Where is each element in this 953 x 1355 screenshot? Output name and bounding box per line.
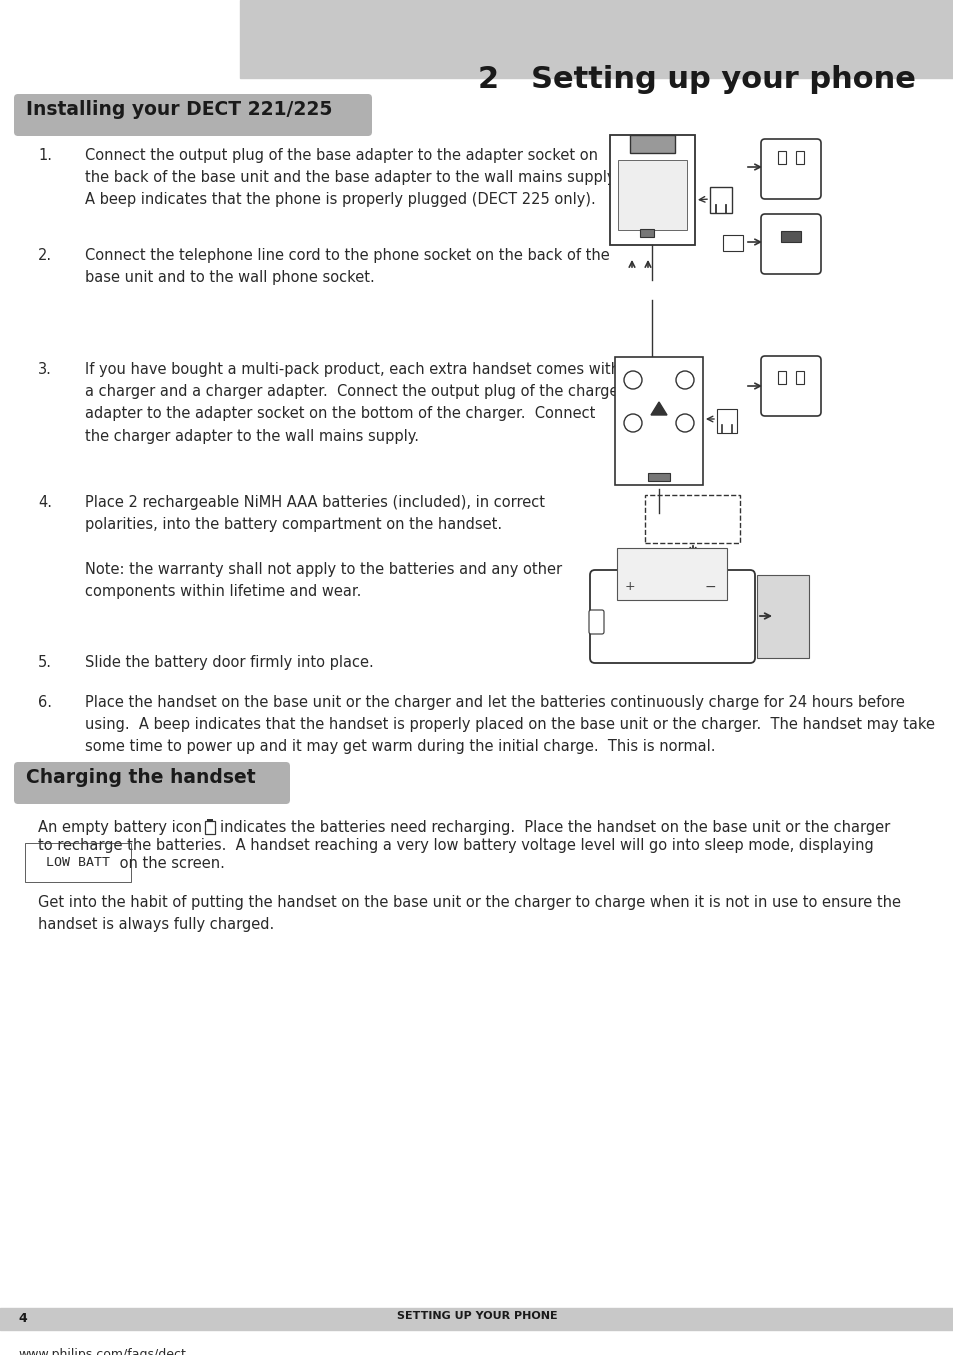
Bar (644, 495, 740, 543)
Bar (618, 160, 686, 230)
Bar (795, 150, 803, 164)
Text: 6.: 6. (38, 695, 52, 710)
Bar (240, 0, 953, 79)
Text: 2   Setting up your phone: 2 Setting up your phone (477, 65, 915, 93)
Bar (639, 229, 654, 237)
Bar (757, 575, 808, 659)
Bar (207, 818, 213, 821)
Text: +: + (624, 580, 635, 593)
FancyBboxPatch shape (760, 356, 821, 416)
Bar (781, 230, 801, 243)
Text: www.philips.com/faqs/dect: www.philips.com/faqs/dect (18, 1348, 186, 1355)
Text: 5.: 5. (38, 654, 52, 669)
FancyBboxPatch shape (14, 762, 290, 804)
Bar (709, 187, 731, 213)
Text: Connect the output plug of the base adapter to the adapter socket on
the back of: Connect the output plug of the base adap… (85, 148, 618, 207)
Text: Charging the handset: Charging the handset (26, 768, 255, 787)
Text: LOW BATT: LOW BATT (38, 856, 118, 869)
FancyBboxPatch shape (760, 140, 821, 199)
Text: 1.: 1. (38, 148, 52, 163)
Bar (717, 409, 737, 434)
Bar (0, 1308, 953, 1331)
Circle shape (623, 371, 641, 389)
Bar (778, 150, 785, 164)
Circle shape (676, 371, 693, 389)
Circle shape (676, 415, 693, 432)
Text: Slide the battery door firmly into place.: Slide the battery door firmly into place… (85, 654, 374, 669)
Text: An empty battery icon: An empty battery icon (38, 820, 202, 835)
Bar (205, 821, 214, 833)
Text: Place the handset on the base unit or the charger and let the batteries continuo: Place the handset on the base unit or th… (85, 695, 934, 755)
Text: If you have bought a multi-pack product, each extra handset comes with
a charger: If you have bought a multi-pack product,… (85, 362, 624, 443)
Text: 3.: 3. (38, 362, 51, 377)
Bar (778, 371, 785, 383)
Text: Installing your DECT 221/225: Installing your DECT 221/225 (26, 100, 332, 119)
Text: Get into the habit of putting the handset on the base unit or the charger to cha: Get into the habit of putting the handse… (38, 896, 900, 932)
Bar (617, 547, 726, 600)
Text: −: − (704, 580, 716, 593)
Text: 4: 4 (18, 1312, 27, 1325)
Text: Connect the telephone line cord to the phone socket on the back of the
base unit: Connect the telephone line cord to the p… (85, 248, 609, 285)
FancyBboxPatch shape (589, 570, 754, 663)
Bar (615, 356, 702, 485)
Text: SETTING UP YOUR PHONE: SETTING UP YOUR PHONE (396, 1312, 557, 1321)
Text: on the screen.: on the screen. (115, 856, 225, 871)
FancyBboxPatch shape (588, 610, 603, 634)
Text: indicates the batteries need recharging.  Place the handset on the base unit or : indicates the batteries need recharging.… (220, 820, 889, 835)
Bar (629, 136, 675, 153)
Text: 4.: 4. (38, 495, 52, 509)
Text: Place 2 rechargeable NiMH AAA batteries (included), in correct
polarities, into : Place 2 rechargeable NiMH AAA batteries … (85, 495, 561, 599)
Text: to recharge the batteries.  A handset reaching a very low battery voltage level : to recharge the batteries. A handset rea… (38, 837, 873, 854)
Text: 2.: 2. (38, 248, 52, 263)
FancyBboxPatch shape (760, 214, 821, 274)
Bar (722, 234, 742, 251)
Circle shape (623, 415, 641, 432)
Bar (609, 136, 695, 245)
Bar (647, 473, 669, 481)
Bar (795, 371, 803, 383)
FancyBboxPatch shape (14, 93, 372, 136)
Polygon shape (650, 402, 666, 415)
